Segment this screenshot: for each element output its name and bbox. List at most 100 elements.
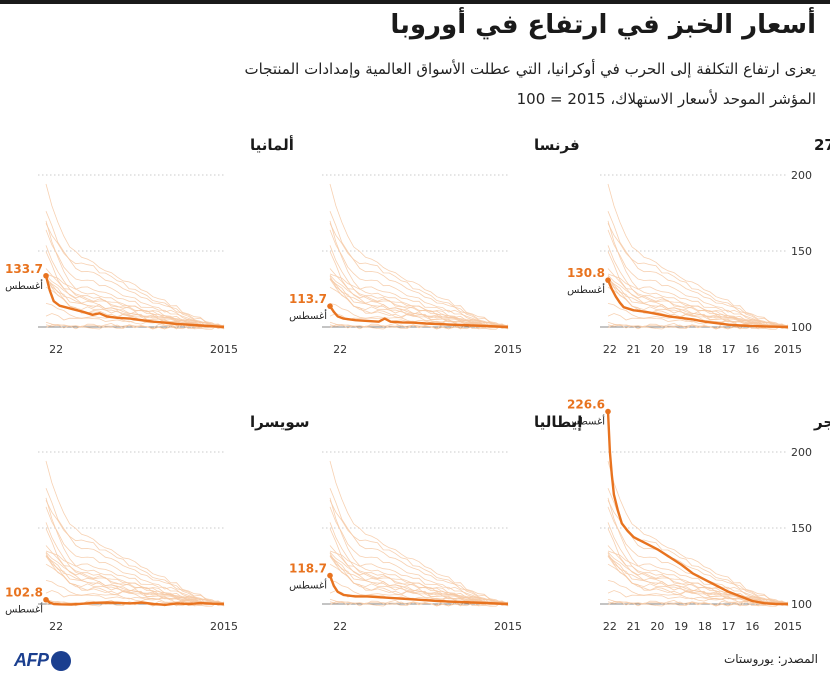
background-country-line [607, 324, 789, 330]
x-tick-label: 22 [603, 343, 617, 356]
y-tick-label: 200 [791, 169, 812, 182]
unit-note: المؤشر الموحد لأسعار الاستهلاك، 2015 = 1… [516, 90, 816, 108]
endpoint-month-label: أغسطس [5, 279, 43, 292]
page-title: أسعار الخبز في ارتفاع في أوروبا [390, 10, 816, 40]
background-country-line [329, 488, 509, 607]
panel-title: إيطاليا [534, 413, 582, 431]
x-tick-label: 2015 [774, 343, 802, 356]
background-country-line [607, 220, 789, 330]
background-country-line [45, 313, 225, 329]
panel-title: فرنسا [534, 136, 580, 154]
highlight-series-line [44, 275, 225, 329]
y-tick-label: 200 [791, 446, 812, 459]
endpoint-marker [43, 596, 49, 603]
background-country-line [607, 223, 789, 329]
background-country-line [607, 245, 789, 329]
endpoint-marker [327, 572, 333, 579]
highlight-series-line [45, 598, 225, 606]
x-tick-label: 22 [49, 620, 63, 633]
x-tick-label: 2015 [494, 620, 522, 633]
endpoint-month-label: أغسطس [289, 579, 327, 592]
panel-title: ألمانيا [250, 135, 294, 154]
panel-title: المجر [813, 413, 830, 431]
afp-logo: AFP [14, 650, 71, 671]
background-country-line [607, 522, 789, 606]
background-country-line [45, 522, 225, 606]
background-country-line [45, 223, 225, 329]
endpoint-marker [605, 277, 611, 283]
x-tick-label: 2015 [210, 620, 238, 633]
background-country-line [607, 460, 789, 606]
endpoint-marker [43, 272, 49, 279]
background-country-line [329, 220, 509, 330]
endpoint-value-label: 130.8 [567, 266, 605, 280]
background-country-line [45, 554, 225, 606]
background-country-line [329, 460, 509, 606]
afp-logo-dot [50, 650, 71, 671]
background-country-line [329, 497, 509, 607]
y-tick-label: 150 [791, 245, 812, 258]
x-tick-label: 21 [627, 620, 641, 633]
endpoint-value-label: 133.7 [5, 262, 43, 276]
background-country-line [45, 276, 225, 330]
background-country-line [607, 601, 789, 607]
background-country-line [45, 211, 225, 330]
background-country-line [45, 183, 225, 329]
x-tick-label: 17 [722, 343, 736, 356]
source-note: المصدر: يوروستات [723, 652, 818, 666]
background-country-line [45, 601, 225, 607]
endpoint-value-label: 226.6 [567, 398, 605, 412]
x-tick-label: 20 [650, 343, 664, 356]
background-country-line [607, 488, 789, 607]
x-tick-label: 18 [698, 620, 712, 633]
background-country-line [329, 223, 509, 329]
endpoint-value-label: 113.7 [289, 292, 327, 306]
panel-title: سويسرا [250, 413, 310, 431]
background-country-line [607, 211, 789, 330]
background-country-line [45, 324, 225, 330]
x-tick-label: 22 [49, 343, 63, 356]
highlight-series-line [606, 411, 788, 606]
background-country-line [329, 522, 509, 606]
background-country-line [329, 500, 509, 606]
background-country-line [607, 497, 789, 607]
x-tick-label: 18 [698, 343, 712, 356]
afp-logo-text: AFP [14, 650, 49, 670]
background-country-line [45, 500, 225, 606]
background-country-line [329, 245, 509, 329]
x-tick-label: 2015 [774, 620, 802, 633]
x-tick-label: 16 [745, 343, 759, 356]
y-tick-label: 150 [791, 522, 812, 535]
endpoint-month-label: أغسطس [567, 415, 605, 428]
x-tick-label: 22 [603, 620, 617, 633]
endpoint-value-label: 102.8 [5, 586, 43, 600]
top-rule [0, 0, 830, 4]
y-tick-label: 100 [791, 321, 812, 334]
x-tick-label: 2015 [494, 343, 522, 356]
x-tick-label: 21 [627, 343, 641, 356]
endpoint-month-label: أغسطس [567, 283, 605, 296]
background-country-line [329, 183, 509, 329]
x-tick-label: 22 [333, 620, 347, 633]
background-country-line [45, 460, 225, 606]
highlight-series-line [329, 305, 509, 329]
x-tick-label: 16 [745, 620, 759, 633]
background-country-line [329, 324, 509, 330]
x-tick-label: 19 [674, 620, 688, 633]
x-tick-label: 19 [674, 343, 688, 356]
background-country-line [607, 553, 789, 607]
x-tick-label: 2015 [210, 343, 238, 356]
background-country-line [329, 553, 509, 607]
x-tick-label: 17 [722, 620, 736, 633]
highlight-series-line [328, 575, 509, 606]
background-country-line [329, 276, 509, 330]
x-tick-label: 20 [650, 620, 664, 633]
x-tick-label: 22 [333, 343, 347, 356]
endpoint-month-label: أغسطس [289, 309, 327, 322]
page-subtitle: يعزى ارتفاع التكلفة إلى الحرب في أوكراني… [244, 60, 816, 78]
endpoint-marker [605, 408, 611, 415]
endpoint-month-label: أغسطس [5, 603, 43, 616]
background-country-line [45, 245, 225, 329]
highlight-series-line [606, 279, 789, 329]
